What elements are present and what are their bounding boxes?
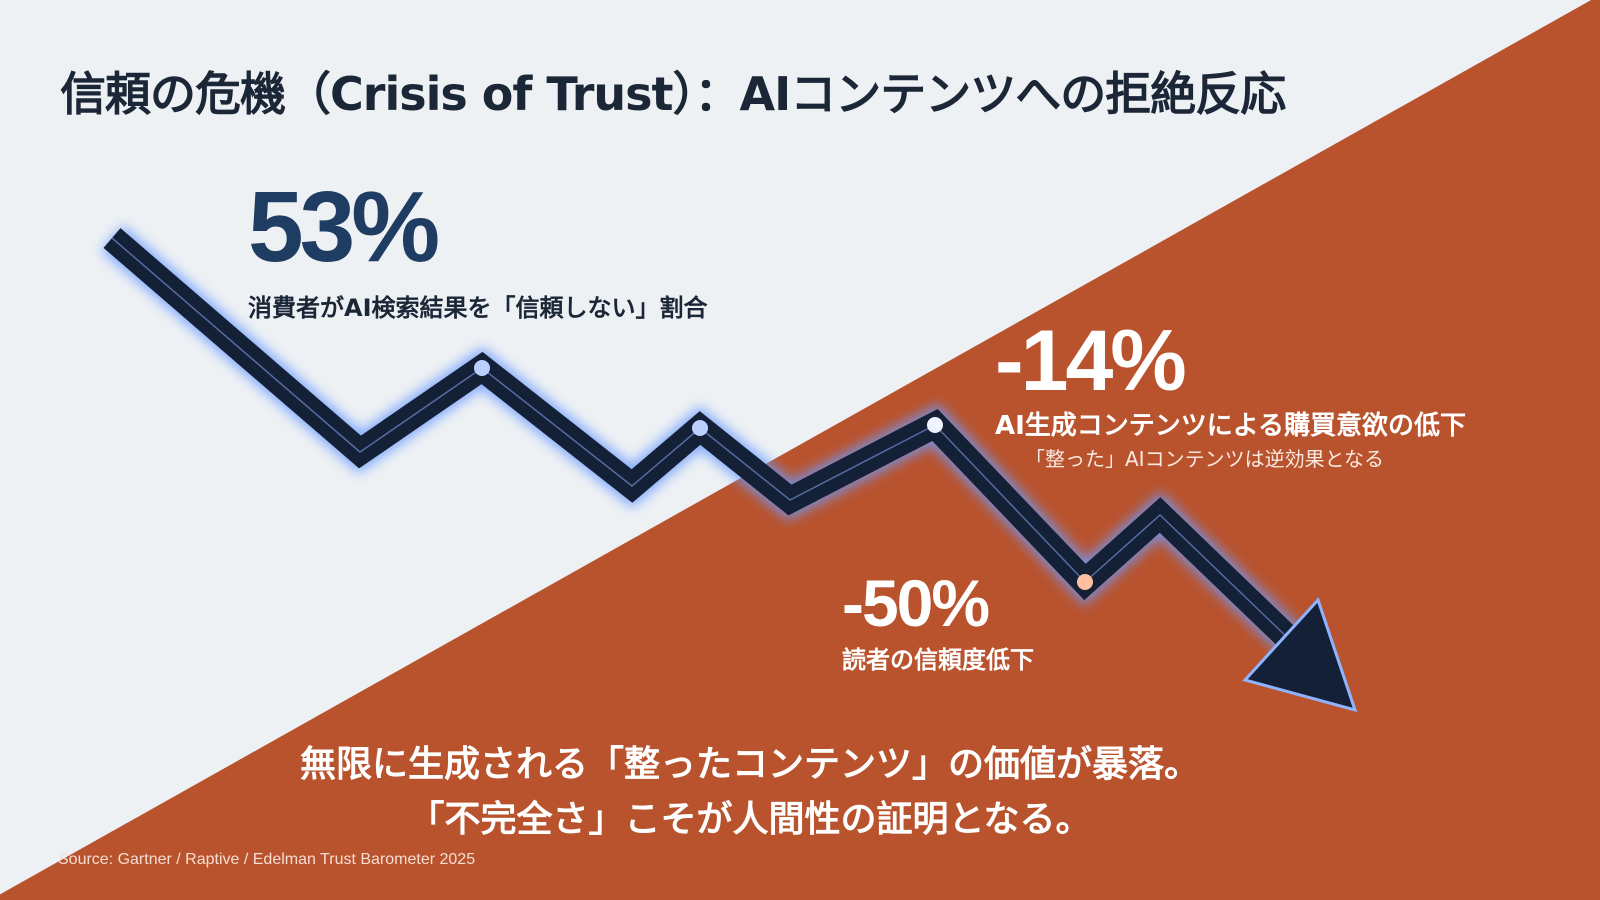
page-title: 信頼の危機（Crisis of Trust）：AIコンテンツへの拒絶反応 [60, 67, 1286, 121]
stat-value-purchase-intent: -14% [995, 313, 1187, 409]
stat-label-reader-trust: 読者の信頼度低下 [842, 646, 1034, 674]
stat-value-distrust: 53% [248, 171, 440, 283]
stat-label-distrust: 消費者がAI検索結果を「信頼しない」割合 [248, 294, 708, 322]
stat-label-purchase-intent: AI生成コンテンツによる購買意欲の低下 [995, 411, 1467, 441]
downward-trend-arrow-icon [100, 225, 1358, 713]
stat-sublabel-purchase-intent: 「整った」AIコンテンツは逆効果となる [1025, 447, 1384, 471]
stat-value-reader-trust: -50% [842, 566, 990, 640]
conclusion-line-2: 「不完全さ」こそが人間性の証明となる。 [408, 799, 1092, 840]
source-citation: Source: Gartner / Raptive / Edelman Trus… [58, 851, 476, 868]
conclusion-line-1: 無限に生成される「整ったコンテンツ」の価値が暴落。 [299, 744, 1200, 785]
